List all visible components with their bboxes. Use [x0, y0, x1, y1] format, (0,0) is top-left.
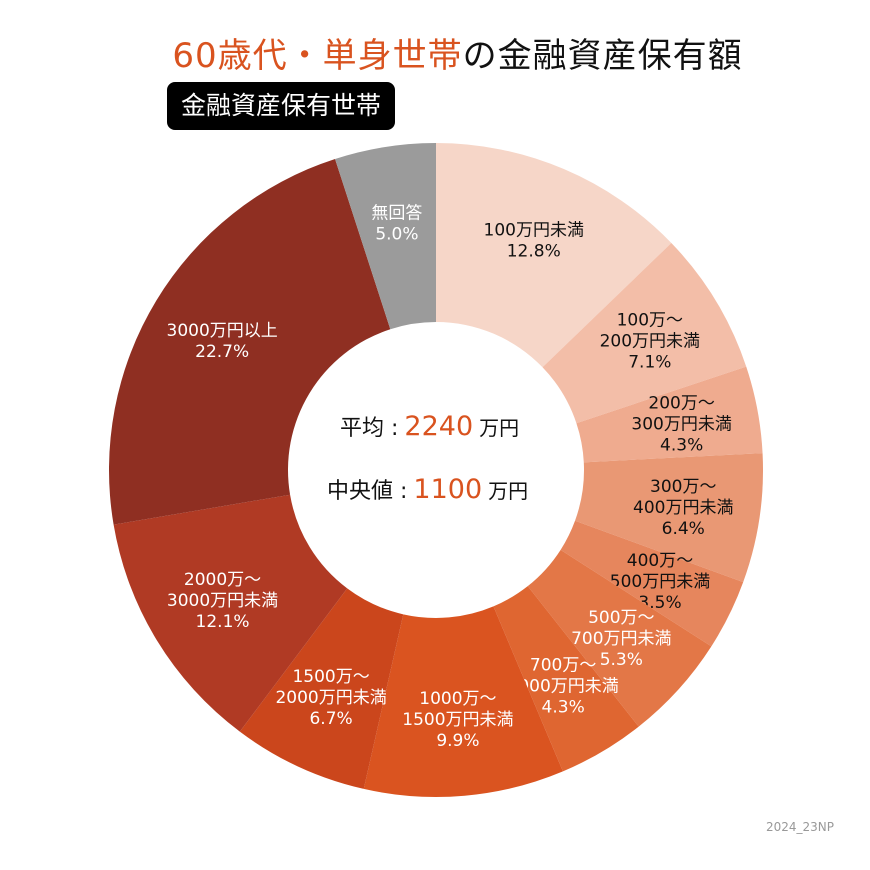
slice-percent: 5.3%	[600, 650, 643, 670]
slice-category: 2000万～	[184, 570, 261, 590]
slice-category: 700万～	[530, 655, 596, 675]
donut-slice	[109, 158, 391, 525]
subtitle-badge: 金融資産保有世帯	[167, 82, 396, 130]
slice-category: 200万～	[648, 394, 714, 414]
slice-category: 700万円未満	[571, 629, 671, 649]
slice-percent: 4.3%	[542, 697, 585, 717]
slice-category: 300万～	[650, 477, 716, 497]
median-unit: 万円	[488, 479, 529, 503]
slice-percent: 22.7%	[195, 342, 249, 362]
donut-slice	[527, 549, 712, 727]
slice-percent: 4.3%	[660, 436, 703, 456]
slice-percent: 12.8%	[507, 241, 561, 261]
slice-category: 無回答	[371, 204, 422, 224]
median-label: 中央値 :	[327, 479, 408, 504]
slice-category: 1000万～	[419, 689, 496, 709]
slice-percent: 6.4%	[662, 519, 705, 539]
slice-category: 500万円未満	[610, 572, 710, 592]
donut-slice	[542, 242, 747, 424]
median-readout: 中央値 :1100 万円	[327, 473, 528, 505]
slice-category: 3000万円以上	[167, 321, 278, 341]
slice-category: 3000万円未満	[167, 591, 278, 611]
donut-slice	[335, 143, 436, 330]
median-value: 1100	[413, 474, 483, 505]
slice-percent: 6.7%	[309, 709, 352, 729]
slice-category: 300万円未満	[631, 415, 731, 435]
slice-percent: 5.0%	[375, 225, 418, 245]
title-accent: 60歳代・単身世帯	[172, 36, 463, 76]
title-rest: の金融資産保有額	[462, 36, 743, 76]
slice-category: 1000万円未満	[508, 676, 619, 696]
donut-slice	[575, 453, 763, 583]
slice-percent: 9.9%	[436, 731, 479, 751]
slice-category: 1500万～	[292, 667, 369, 687]
slice-category: 1500万円未満	[402, 710, 513, 730]
slice-category: 500万～	[588, 608, 654, 628]
credit: 2024_23NP	[765, 820, 834, 834]
slice-category: 100万円未満	[484, 220, 584, 240]
mean-readout: 平均 :2240 万円	[340, 410, 519, 442]
mean-value: 2240	[404, 411, 474, 442]
mean-label: 平均 :	[340, 416, 399, 441]
donut-slice	[560, 520, 744, 647]
donut-slice	[113, 494, 348, 732]
donut-slice	[493, 586, 639, 772]
slice-category: 2000万円未満	[275, 688, 386, 708]
mean-unit: 万円	[479, 416, 520, 440]
donut-slice	[436, 143, 672, 368]
slice-category: 400万円未満	[633, 498, 733, 518]
donut-slice	[363, 606, 563, 797]
donut-slice	[576, 366, 763, 463]
slice-category: 200万円未満	[600, 331, 700, 351]
slice-category: 100万～	[617, 310, 683, 330]
slice-percent: 7.1%	[628, 352, 671, 372]
chart-title: 60歳代・単身世帯の金融資産保有額	[0, 28, 870, 77]
donut-slice	[239, 588, 404, 789]
slice-category: 400万～	[627, 551, 693, 571]
slice-percent: 12.1%	[196, 612, 250, 632]
